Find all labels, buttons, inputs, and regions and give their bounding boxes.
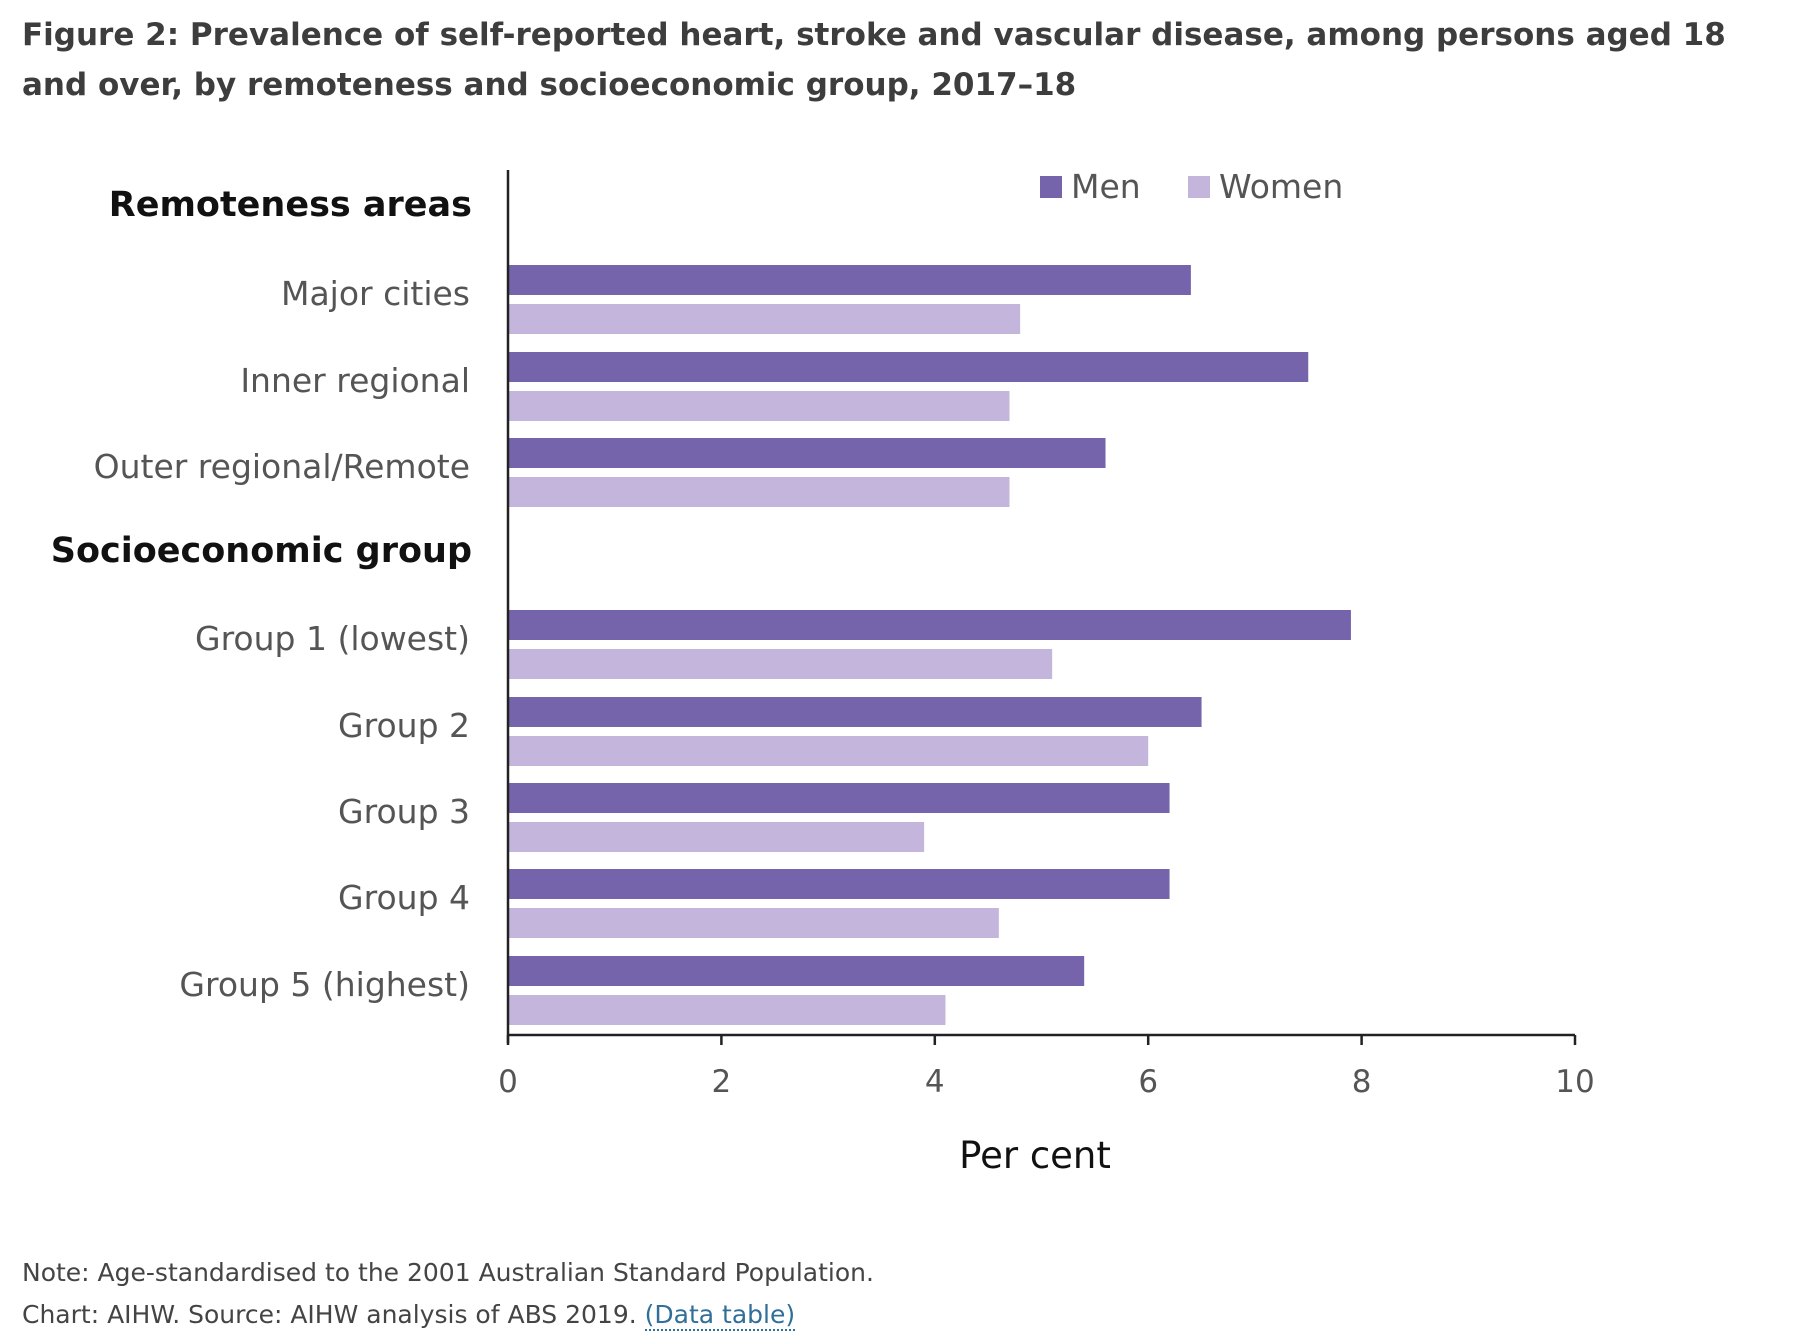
bar-men (508, 265, 1191, 295)
footnote-note: Note: Age-standardised to the 2001 Austr… (22, 1258, 874, 1287)
category-label: Group 4 (338, 878, 470, 917)
category-label: Group 1 (lowest) (195, 619, 470, 658)
bar-women (508, 736, 1149, 766)
bar-men (508, 783, 1170, 813)
category-label: Outer regional/Remote (94, 447, 470, 486)
group-heading: Remoteness areas (109, 185, 472, 225)
bar-chart: Remoteness areas Major cities Inner region… (51, 167, 1595, 1177)
category-label: Group 5 (highest) (179, 965, 470, 1004)
category-label: Group 2 (338, 706, 470, 745)
footnotes: Note: Age-standardised to the 2001 Austr… (22, 1252, 874, 1336)
x-axis-title: Per cent (959, 1134, 1111, 1177)
bar-women (508, 908, 999, 938)
bar-men (508, 438, 1106, 468)
legend-swatch-women (1188, 176, 1210, 198)
bar-women (508, 391, 1010, 421)
legend-swatch-men (1040, 176, 1062, 198)
x-tick-label: 0 (498, 1064, 518, 1100)
legend-label-men: Men (1071, 167, 1141, 206)
bar-women (508, 649, 1053, 679)
bar-women (508, 822, 925, 852)
figure-title: Figure 2: Prevalence of self-reported he… (22, 17, 1726, 103)
x-tick-label: 4 (925, 1064, 945, 1100)
bar-women (508, 477, 1010, 507)
legend-label-women: Women (1219, 167, 1343, 206)
group-heading: Socioeconomic group (51, 531, 472, 571)
source-text: Chart: AIHW. Source: AIHW analysis of AB… (22, 1300, 637, 1329)
bar-men (508, 869, 1170, 899)
bar-men (508, 697, 1202, 727)
bar-women (508, 304, 1021, 334)
footnote-source: Chart: AIHW. Source: AIHW analysis of AB… (22, 1294, 874, 1336)
x-tick-label: 8 (1352, 1064, 1372, 1100)
data-table-link[interactable]: (Data table) (644, 1300, 796, 1331)
x-tick-label: 10 (1555, 1064, 1594, 1100)
x-tick-label: 6 (1138, 1064, 1158, 1100)
x-tick-label: 2 (712, 1064, 732, 1100)
bar-men (508, 610, 1351, 640)
bar-women (508, 995, 946, 1025)
bar-men (508, 956, 1085, 986)
category-label: Group 3 (338, 792, 470, 831)
bar-men (508, 352, 1309, 382)
category-label: Major cities (281, 274, 470, 313)
category-label: Inner regional (240, 361, 470, 400)
